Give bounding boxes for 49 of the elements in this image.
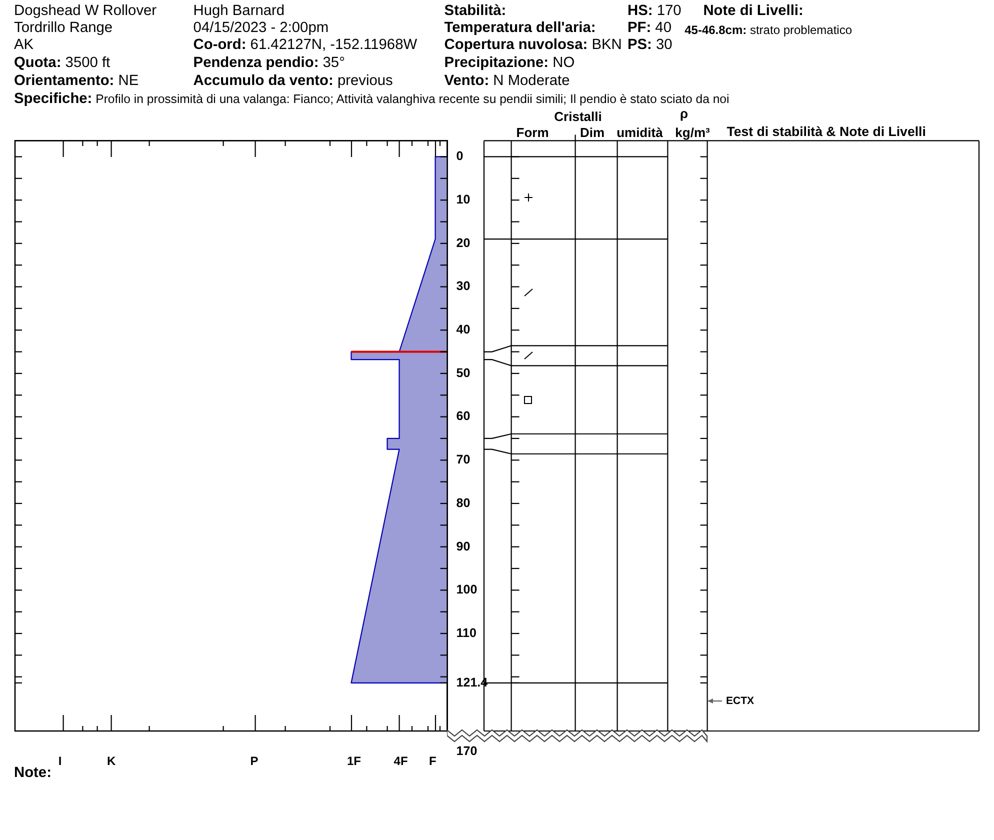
y-tick-label: 20 <box>456 236 470 250</box>
text: Vento: N Moderate <box>444 73 570 90</box>
text: Test di stabilità & Note di Livelli <box>726 124 926 140</box>
text: Accumulo da vento: previous <box>193 73 393 90</box>
y-tick-label: 80 <box>456 496 470 510</box>
text: HS: 170 <box>628 3 682 20</box>
y-tick-label: 70 <box>456 452 470 467</box>
text: Co-ord: 61.42127N, -152.11968W <box>193 37 418 54</box>
text: Temperatura dell'aria: <box>444 20 596 36</box>
text: Pendenza pendio: 35° <box>193 55 345 72</box>
text: 170 <box>456 744 478 758</box>
text: Dogshead W Rollover <box>14 3 157 20</box>
text: K <box>106 754 116 768</box>
text: 1F <box>346 754 362 768</box>
text: Orientamento: NE <box>14 73 139 90</box>
y-tick-label: 110 <box>456 626 477 640</box>
text: Note: <box>14 764 52 781</box>
text: ECTX <box>726 695 754 708</box>
y-tick-label: 100 <box>456 582 478 597</box>
text: 04/15/2023 - 2:00pm <box>193 20 329 36</box>
text: Copertura nuvolosa: BKN <box>444 37 622 54</box>
text: PS: 30 <box>628 37 672 54</box>
y-tick-label: 30 <box>456 279 470 294</box>
y-tick-label: 90 <box>456 539 470 554</box>
y-tick-label: 40 <box>456 322 470 337</box>
text: Form <box>516 124 549 140</box>
y-tick-label: 60 <box>456 409 470 424</box>
text: I <box>58 754 62 768</box>
text: Cristalli <box>554 108 602 124</box>
text: Quota: 3500 ft <box>14 55 110 72</box>
y-tick-label: 0 <box>456 149 464 164</box>
text: PF: 40 <box>628 20 672 36</box>
text: P <box>250 754 258 768</box>
text: kg/m³ <box>675 124 710 140</box>
y-tick-label: 10 <box>456 192 470 207</box>
text: Tordrillo Range <box>14 20 113 36</box>
text: Precipitazione: NO <box>444 55 575 72</box>
y-tick-label: 50 <box>456 366 470 380</box>
text: Dim <box>580 124 605 140</box>
text: 45-46.8cm: strato problematico <box>684 23 852 38</box>
text: Note di Livelli: <box>703 3 804 20</box>
text: F <box>429 754 436 768</box>
text: AK <box>14 37 34 54</box>
text: Stabilità: <box>444 3 506 20</box>
text: Specifiche: Profilo in prossimità di una valanga: Fianco; Attività valanghiva recente su pendii simili; Il pendio è stato sciato da noi <box>14 90 730 107</box>
text: Hugh Barnard <box>193 3 285 20</box>
text: ρ <box>680 106 688 121</box>
text: umidità <box>616 124 663 140</box>
text: 4F <box>394 754 408 768</box>
